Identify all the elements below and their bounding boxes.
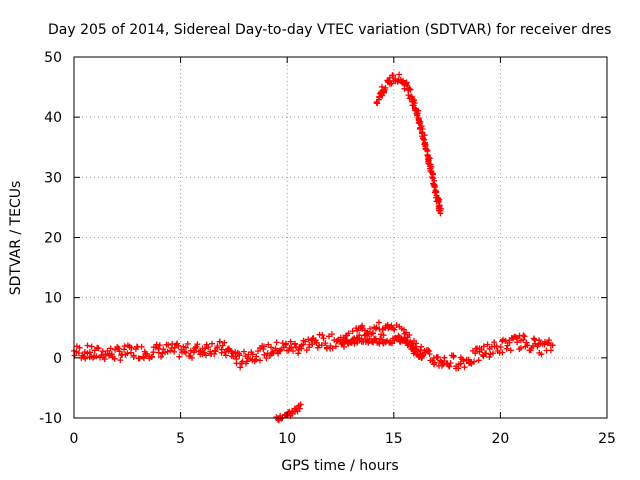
plus-markers bbox=[338, 334, 426, 361]
y-tick-label: 20 bbox=[44, 231, 62, 247]
chart-title: Day 205 of 2014, Sidereal Day-to-day VTE… bbox=[48, 22, 611, 38]
y-tick-label: 0 bbox=[53, 351, 62, 367]
x-tick-label: 25 bbox=[598, 431, 616, 447]
axis-ticks bbox=[73, 56, 608, 419]
y-axis-label: SDTVAR / TECUs bbox=[8, 181, 24, 296]
y-tick-label: 50 bbox=[44, 50, 62, 66]
series-arc-4-peak bbox=[373, 71, 444, 217]
plus-markers bbox=[373, 71, 444, 217]
data-series bbox=[71, 71, 556, 424]
series-arc-2 bbox=[338, 334, 426, 361]
series-arc-1-baseline bbox=[71, 319, 556, 372]
x-tick-label: 5 bbox=[176, 431, 185, 447]
plot-frame bbox=[73, 56, 608, 419]
series-arc-3-low bbox=[273, 401, 304, 424]
y-tick-label: 30 bbox=[44, 170, 62, 186]
x-axis-label: GPS time / hours bbox=[281, 458, 398, 474]
plus-markers bbox=[71, 319, 556, 372]
y-tick-labels: -10 0 10 20 30 40 50 bbox=[39, 50, 62, 427]
x-tick-label: 10 bbox=[278, 431, 296, 447]
y-tick-label: 40 bbox=[44, 110, 62, 126]
x-tick-label: 20 bbox=[491, 431, 509, 447]
x-tick-labels: 0 5 10 15 20 25 bbox=[70, 431, 616, 447]
plus-markers bbox=[273, 401, 304, 424]
y-tick-label: 10 bbox=[44, 291, 62, 307]
x-tick-label: 0 bbox=[70, 431, 79, 447]
grid-lines bbox=[74, 57, 607, 418]
y-tick-label: -10 bbox=[39, 411, 62, 427]
x-tick-label: 15 bbox=[385, 431, 403, 447]
